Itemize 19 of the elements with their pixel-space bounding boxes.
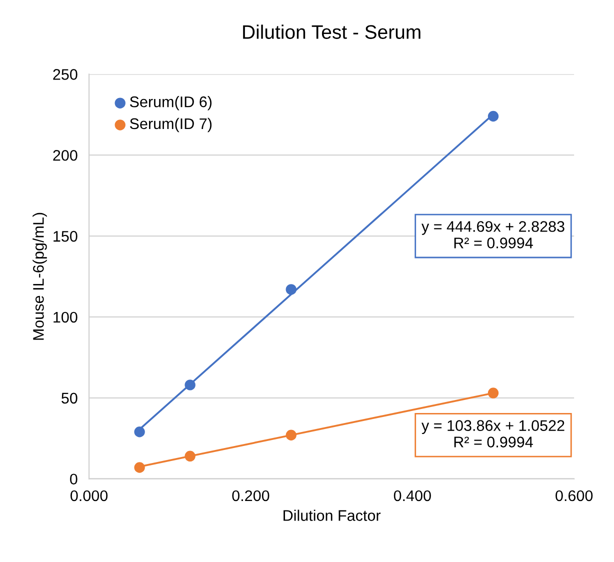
y-tick-label: 250 [53, 69, 78, 80]
annotation: y = 103.86x + 1.0522 R² = 0.9994 [422, 420, 564, 448]
point [134, 426, 145, 438]
point [134, 462, 145, 473]
y-tick-label: 150 [54, 230, 78, 242]
chart-title: Dilution Test - Serum [243, 24, 420, 39]
y-tick-label: 200 [53, 150, 78, 161]
y-axis-title: Mouse IL-6(pg/mL) [32, 212, 47, 340]
legend-label: Serum(ID 7) [130, 118, 212, 132]
legend-label: Serum(ID 6) [130, 96, 212, 110]
annotation: y = 444.69x + 2.8283 R² = 0.9994 [422, 221, 564, 248]
x-tick-label: 0.200 [232, 490, 270, 502]
x-axis-title: Dilution Factor [284, 510, 381, 521]
x-tick-label: 0.000 [70, 490, 108, 502]
y-tick-label: 0 [70, 474, 78, 485]
x-tick-label: 0.400 [394, 490, 431, 502]
x-tick-label: 0.600 [556, 490, 593, 502]
y-tick-label: 50 [62, 392, 78, 404]
y-tick-label: 100 [54, 312, 78, 323]
